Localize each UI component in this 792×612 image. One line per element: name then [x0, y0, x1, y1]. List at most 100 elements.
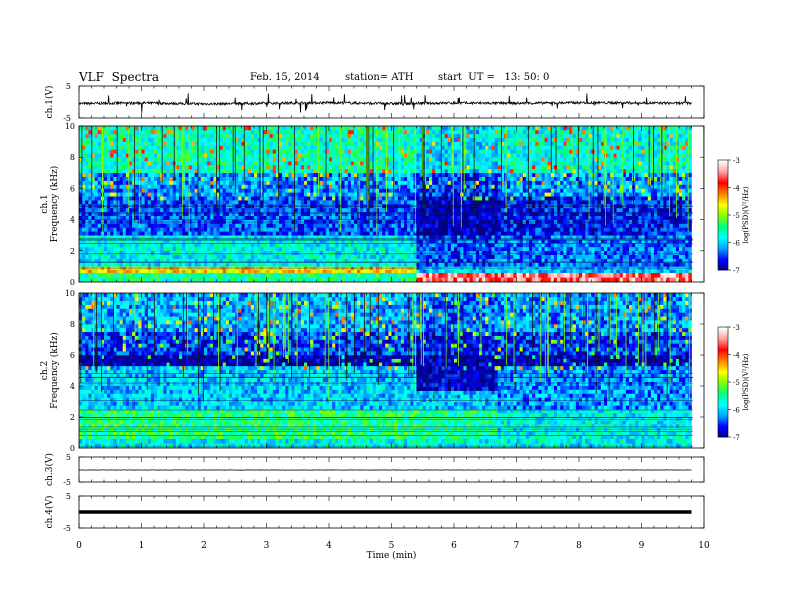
- spectrogram-cell: [375, 192, 380, 197]
- spectrogram-cell: [238, 277, 242, 283]
- spectrogram-cell: [154, 215, 158, 220]
- spectrogram-cell: [297, 129, 302, 135]
- spectrogram-cell: [457, 219, 461, 224]
- spectrogram-cell: [322, 180, 327, 185]
- spectrogram-cell: [110, 207, 114, 213]
- spectrogram-cell: [457, 133, 461, 138]
- spectrogram-cell: [297, 262, 302, 267]
- spectrogram-cell: [372, 145, 377, 150]
- spectrogram-cell: [363, 188, 367, 193]
- spectrogram-cell: [450, 250, 455, 255]
- spectrogram-cell: [447, 192, 452, 197]
- spectrogram-cell: [354, 258, 358, 263]
- spectrogram-cell: [207, 272, 211, 278]
- spectrogram-cell: [129, 153, 133, 158]
- spectrogram-cell: [269, 196, 274, 201]
- spectrogram-cell: [307, 153, 311, 158]
- spectrogram-cell: [282, 172, 286, 177]
- spectrogram-cell: [438, 141, 442, 146]
- spectrogram-cell: [369, 153, 374, 158]
- spectrogram-cell: [319, 207, 324, 213]
- spectrogram-cell: [279, 141, 283, 146]
- spectrogram-cell: [310, 126, 314, 131]
- spectrogram-cell: [300, 219, 305, 224]
- spectrogram-cell: [166, 219, 170, 224]
- spectrogram-cell: [88, 211, 92, 216]
- spectrogram-cell: [122, 172, 127, 177]
- spectrogram-cell: [438, 172, 442, 177]
- spectrogram-cell: [169, 126, 174, 131]
- spectrogram-cell: [141, 246, 145, 252]
- spectrogram-cell: [282, 215, 286, 220]
- spectrogram-cell: [360, 145, 364, 150]
- spectrogram-cell: [410, 200, 414, 205]
- spectrogram-cell: [263, 231, 267, 236]
- spectrogram-cell: [185, 223, 189, 228]
- spectrogram-cell: [113, 180, 117, 185]
- spectrogram-cell: [269, 207, 274, 213]
- spectrogram-cell: [260, 269, 264, 273]
- spectrogram-cell: [91, 211, 95, 216]
- spectrogram-cell: [288, 235, 292, 240]
- spectrogram-cell: [279, 176, 283, 181]
- spectrogram-cell: [297, 277, 302, 283]
- spectrogram-cell: [191, 188, 195, 193]
- spectrogram-cell: [182, 145, 186, 150]
- spectrogram-cell: [310, 133, 314, 138]
- spectrogram-cell: [335, 149, 339, 154]
- spectrogram-cell: [119, 250, 124, 255]
- spectrogram-cell: [104, 180, 108, 185]
- spectrogram-cell: [188, 133, 192, 138]
- spectrogram-cell: [144, 215, 149, 220]
- spectrogram-cell: [125, 262, 130, 267]
- spectrogram-cell: [116, 192, 120, 197]
- spectrogram-cell: [147, 126, 152, 131]
- spectrogram-cell: [91, 153, 95, 158]
- spectrogram-cell: [216, 200, 220, 205]
- spectrogram-cell: [163, 141, 167, 146]
- spectrogram-cell: [210, 272, 214, 278]
- spectrogram-cell: [225, 149, 230, 154]
- spectrogram-cell: [235, 149, 239, 154]
- spectrogram-cell: [379, 262, 383, 267]
- spectrogram-cell: [375, 231, 380, 236]
- spectrogram-cell: [222, 172, 227, 177]
- spectrogram-cell: [144, 133, 149, 138]
- spectrogram-cell: [310, 250, 314, 255]
- spectrogram-cell: [185, 235, 189, 240]
- spectrogram-cell: [147, 157, 152, 162]
- spectrogram-cell: [410, 168, 414, 174]
- spectrogram-cell: [444, 172, 449, 177]
- spectrogram-cell: [104, 262, 108, 267]
- spectrogram-cell: [285, 145, 289, 150]
- spectrogram-cell: [444, 145, 449, 150]
- spectrogram-cell: [369, 176, 374, 181]
- spectrogram-cell: [179, 269, 183, 273]
- spectrogram-cell: [375, 145, 380, 150]
- spectrogram-cell: [447, 145, 452, 150]
- spectrogram-cell: [454, 149, 458, 154]
- spectrogram-cell: [232, 184, 236, 189]
- spectrogram-cell: [104, 269, 108, 273]
- spectrogram-cell: [354, 235, 358, 240]
- spectrogram-cell: [444, 258, 449, 263]
- spectrogram-cell: [272, 161, 277, 166]
- spectrogram-cell: [91, 133, 95, 138]
- spectrogram-cell: [172, 254, 177, 259]
- spectrogram-cell: [447, 176, 452, 181]
- spectrogram-cell: [207, 176, 211, 181]
- spectrogram-cell: [385, 129, 389, 135]
- spectrogram-cell: [169, 250, 174, 255]
- spectrogram-cell: [400, 172, 405, 177]
- spectrogram-cell: [110, 188, 114, 193]
- spectrogram-cell: [100, 243, 105, 248]
- spectrogram-cell: [454, 239, 458, 244]
- spectrogram-cell: [263, 168, 267, 174]
- spectrogram-cell: [363, 277, 367, 283]
- spectrogram-cell: [300, 250, 305, 255]
- spectrogram-cell: [425, 272, 430, 278]
- spectrogram-cell: [444, 215, 449, 220]
- spectrogram-cell: [250, 196, 255, 201]
- spectrogram-cell: [85, 258, 89, 263]
- spectrogram-cell: [94, 277, 99, 283]
